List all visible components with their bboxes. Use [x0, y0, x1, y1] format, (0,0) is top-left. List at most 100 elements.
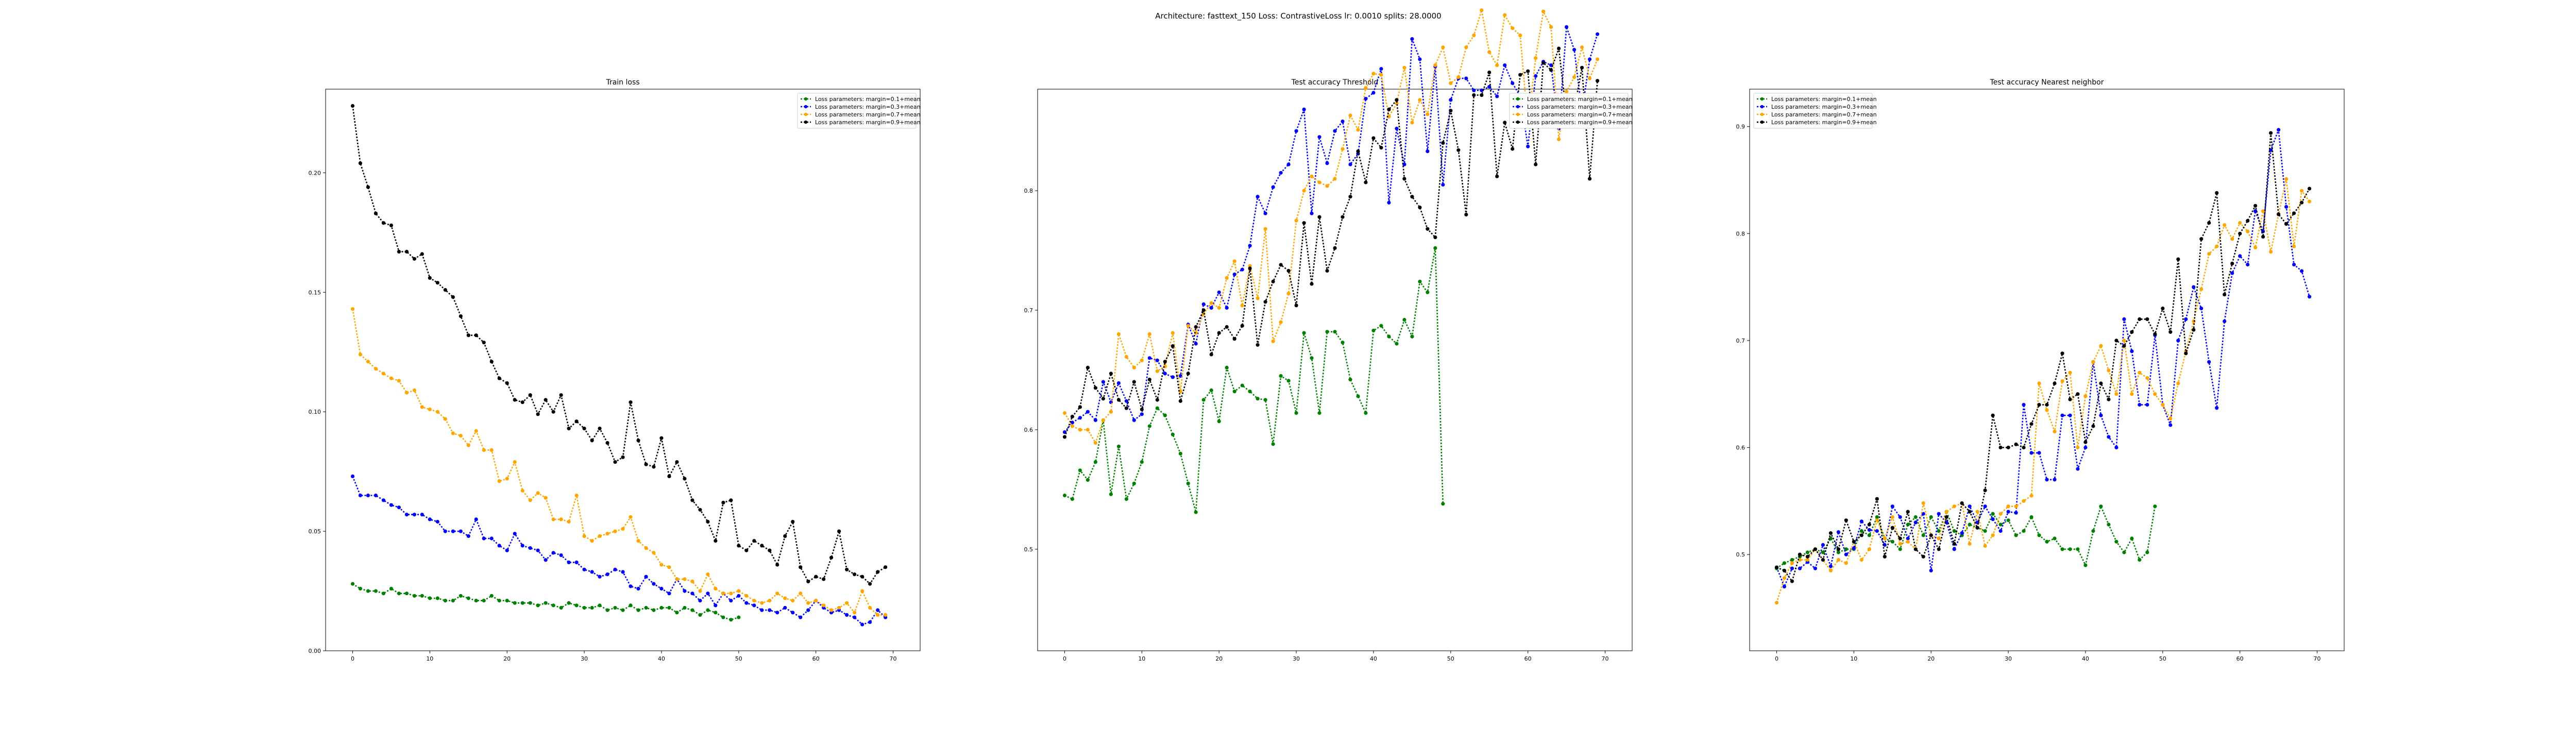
data-point [482, 341, 486, 345]
data-point [845, 601, 849, 605]
data-point [1302, 107, 1306, 111]
data-point [381, 592, 386, 596]
data-point [1898, 536, 1902, 541]
data-point [1116, 444, 1121, 449]
data-point [1549, 25, 1553, 29]
data-point [1310, 211, 1314, 215]
data-point [459, 314, 463, 318]
data-point [2037, 402, 2041, 407]
data-point [1937, 512, 1941, 516]
data-point [1991, 533, 1995, 537]
data-point [1310, 174, 1314, 178]
data-point [1395, 126, 1399, 131]
data-point [1078, 416, 1082, 420]
data-point [1464, 76, 1468, 80]
data-point [544, 496, 548, 500]
data-point [381, 221, 386, 225]
data-point [2207, 221, 2211, 225]
data-point [1310, 356, 1314, 360]
data-point [1086, 410, 1090, 414]
data-point [1147, 356, 1151, 360]
data-point [2292, 211, 2296, 215]
data-point [559, 605, 563, 610]
data-point [629, 515, 633, 519]
data-point [1356, 149, 1360, 154]
data-point [1836, 547, 1840, 551]
data-point [667, 474, 671, 479]
data-point [1844, 561, 1848, 565]
data-point [428, 596, 432, 600]
data-point [1232, 259, 1236, 263]
data-point [837, 529, 841, 533]
data-point [1991, 517, 1995, 521]
data-point [1426, 227, 1430, 231]
data-point [474, 333, 478, 338]
data-point [2053, 381, 2057, 385]
data-point [1526, 144, 1530, 148]
data-point [2099, 381, 2103, 385]
data-point [2091, 424, 2095, 428]
data-point [1898, 547, 1902, 551]
data-point [860, 622, 865, 627]
data-point [1913, 547, 1918, 551]
legend-marker [804, 97, 808, 101]
data-point [1798, 566, 1802, 570]
x-tick-label: 40 [658, 655, 665, 662]
data-point [1541, 61, 1546, 65]
data-point [420, 405, 424, 409]
data-point [1511, 26, 1515, 30]
x-tick-label: 20 [503, 655, 511, 662]
data-point [2107, 368, 2111, 373]
data-point [1387, 107, 1391, 111]
data-point [1279, 374, 1283, 378]
data-point [2238, 231, 2242, 235]
data-point [868, 620, 872, 624]
data-point [652, 551, 656, 555]
data-point [2068, 547, 2072, 551]
data-point [2145, 550, 2149, 554]
data-point [598, 427, 602, 431]
data-point [791, 599, 795, 603]
data-point [1449, 109, 1453, 113]
data-point [482, 536, 486, 541]
data-point [544, 398, 548, 402]
y-tick-label: 0.6 [1736, 445, 1745, 451]
data-point [1356, 394, 1360, 398]
data-point [1890, 515, 1894, 519]
data-point [853, 615, 857, 619]
y-tick-label: 0.10 [309, 409, 321, 415]
data-point [1209, 306, 1213, 310]
data-point [698, 599, 702, 603]
data-point [1225, 365, 1229, 370]
data-point [1124, 355, 1128, 359]
data-point [2068, 397, 2072, 401]
data-point [2114, 392, 2119, 396]
legend-marker [1516, 120, 1520, 124]
data-point [1387, 114, 1391, 119]
data-point [2022, 402, 2026, 407]
data-point [1944, 515, 1948, 519]
data-point [2068, 370, 2072, 375]
data-point [567, 560, 571, 564]
data-point [845, 567, 849, 571]
data-point [2107, 522, 2111, 527]
data-point [775, 592, 779, 596]
data-point [714, 539, 718, 543]
data-point [1937, 536, 1941, 541]
data-point [1441, 45, 1445, 49]
data-point [837, 605, 841, 610]
data-point [1186, 324, 1190, 328]
data-point [1093, 441, 1097, 445]
data-point [829, 555, 834, 560]
data-point [1194, 342, 1198, 346]
data-point [1194, 510, 1198, 514]
data-point [1433, 235, 1437, 240]
data-point [605, 608, 609, 612]
data-point [2269, 131, 2273, 135]
data-point [2014, 511, 2018, 515]
data-point [2006, 510, 2010, 514]
data-point [1480, 88, 1484, 92]
data-point [2053, 478, 2057, 482]
data-point [2199, 237, 2204, 241]
data-point [374, 493, 378, 498]
